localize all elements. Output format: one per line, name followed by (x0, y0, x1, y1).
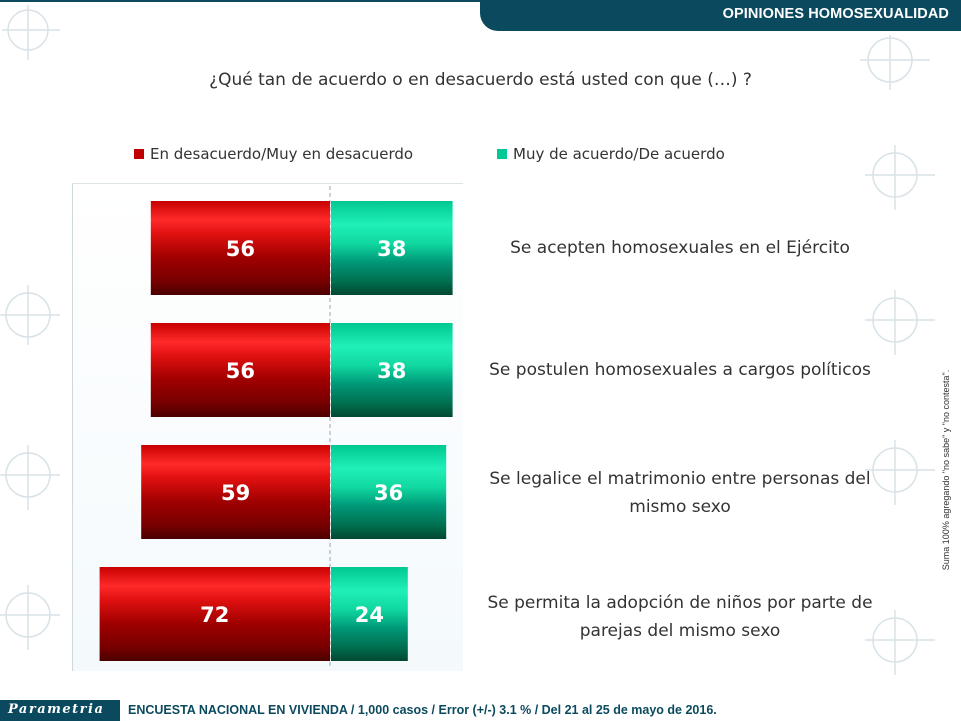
header-banner: OPINIONES HOMOSEXUALIDAD (480, 0, 961, 31)
bar-disagree-matrimonio (141, 445, 330, 539)
row-label-cargos-line1: Se postulen homosexuales a cargos políti… (489, 360, 871, 380)
bar-agree-matrimonio (331, 445, 447, 539)
data-label-disagree-cargos: 56 (226, 359, 255, 383)
bar-disagree-ejercito (150, 201, 330, 295)
data-label-disagree-adopcion: 72 (200, 603, 229, 627)
row-label-ejercito-line1: Se acepten homosexuales en el Ejército (510, 238, 850, 258)
row-label-matrimonio: Se legalice el matrimonio entre personas… (470, 465, 890, 521)
bar-agree-adopcion (331, 567, 408, 661)
row-label-matrimonio-line1: Se legalice el matrimonio entre personas… (489, 469, 871, 489)
row-label-adopcion: Se permita la adopción de niños por part… (470, 589, 890, 645)
row-label-ejercito: Se acepten homosexuales en el Ejército (470, 234, 890, 262)
data-label-disagree-ejercito: 56 (226, 237, 255, 261)
bar-agree-ejercito (331, 201, 453, 295)
legend-label-agree: Muy de acuerdo/De acuerdo (513, 145, 725, 163)
footer-logo-text: Parametria (8, 702, 105, 717)
data-label-disagree-matrimonio: 59 (221, 481, 250, 505)
legend-label-disagree: En desacuerdo/Muy en desacuerdo (150, 145, 414, 163)
bar-disagree-adopcion (99, 567, 330, 661)
chart-legend: En desacuerdo/Muy en desacuerdo Muy de a… (0, 145, 961, 165)
bar-agree-cargos (331, 323, 453, 417)
header-title: OPINIONES HOMOSEXUALIDAD (722, 6, 949, 22)
bar-disagree-cargos (150, 323, 330, 417)
row-label-adopcion-line2: parejas del mismo sexo (579, 621, 781, 641)
row-label-matrimonio-line2: mismo sexo (629, 497, 731, 517)
row-label-adopcion-line1: Se permita la adopción de niños por part… (487, 593, 873, 613)
data-label-agree-adopcion: 24 (355, 603, 384, 627)
footer-logo: Parametria (0, 700, 120, 721)
data-label-agree-cargos: 38 (377, 359, 406, 383)
row-label-cargos: Se postulen homosexuales a cargos políti… (470, 356, 890, 384)
side-note: Suma 100% agregando "no sabe" y "no cont… (941, 369, 951, 571)
legend-item-agree: Muy de acuerdo/De acuerdo (497, 145, 725, 163)
data-label-agree-matrimonio: 36 (374, 481, 403, 505)
question-title: ¿Qué tan de acuerdo o en desacuerdo está… (209, 70, 752, 90)
legend-swatch-disagree (134, 149, 144, 159)
legend-item-disagree: En desacuerdo/Muy en desacuerdo (134, 145, 413, 163)
legend-swatch-agree (497, 149, 507, 159)
footer-text: ENCUESTA NACIONAL EN VIVIENDA / 1,000 ca… (128, 703, 717, 717)
data-label-agree-ejercito: 38 (377, 237, 406, 261)
